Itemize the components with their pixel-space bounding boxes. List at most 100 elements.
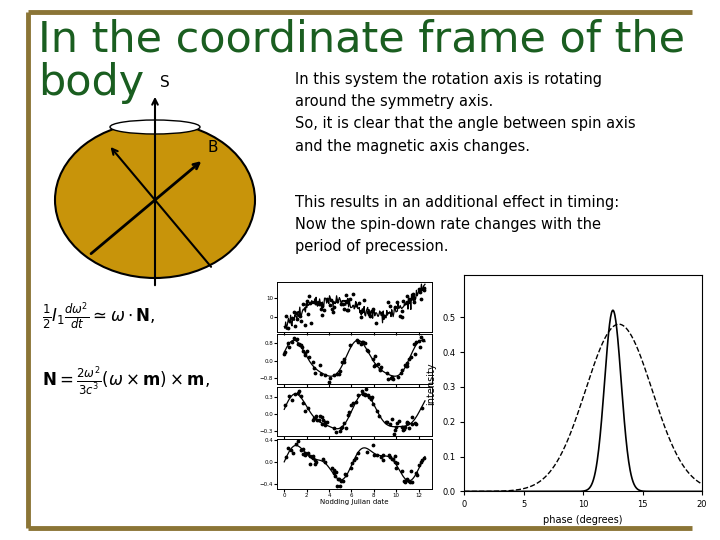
Point	[371, 450, 382, 459]
Point	[362, 347, 374, 356]
Point	[342, 411, 354, 420]
Point	[397, 422, 408, 431]
Point	[282, 324, 294, 333]
Point	[401, 361, 413, 370]
Point	[294, 341, 306, 349]
Point	[335, 476, 346, 485]
Point	[362, 308, 374, 316]
Text: B: B	[207, 140, 218, 156]
Point	[382, 374, 394, 383]
Point	[384, 453, 396, 461]
Point	[397, 297, 409, 306]
Point	[396, 307, 408, 315]
Point	[345, 464, 356, 472]
Point	[361, 448, 373, 457]
Point	[359, 295, 370, 304]
Point	[414, 287, 426, 296]
Point	[402, 475, 413, 484]
Point	[377, 456, 388, 464]
Point	[334, 367, 346, 375]
Point	[307, 357, 318, 366]
Point	[330, 428, 341, 437]
Point	[317, 310, 328, 319]
Point	[360, 384, 372, 393]
Point	[326, 305, 338, 314]
Point	[352, 338, 364, 347]
Point	[307, 451, 318, 460]
Point	[304, 299, 315, 308]
Point	[289, 308, 300, 316]
Point	[418, 286, 429, 294]
Point	[365, 394, 377, 403]
Point	[292, 340, 304, 348]
Text: body: body	[38, 62, 144, 104]
Point	[297, 300, 308, 308]
Point	[368, 355, 379, 363]
Point	[294, 392, 306, 401]
Point	[353, 390, 364, 399]
Point	[367, 441, 379, 449]
Point	[350, 454, 361, 462]
Point	[375, 362, 387, 371]
Point	[323, 377, 335, 386]
Point	[289, 321, 301, 330]
Point	[359, 339, 371, 347]
Point	[287, 314, 298, 322]
Point	[338, 419, 350, 428]
Point	[318, 306, 330, 314]
Point	[321, 417, 333, 426]
Point	[357, 389, 369, 398]
Point	[321, 294, 333, 303]
Point	[301, 347, 312, 355]
Point	[320, 458, 331, 467]
Point	[371, 407, 382, 416]
Point	[338, 357, 349, 366]
Point	[314, 361, 325, 369]
Point	[294, 312, 305, 320]
Point	[306, 453, 318, 462]
Point	[304, 452, 315, 461]
Point	[297, 449, 308, 458]
Point	[368, 400, 379, 408]
Point	[292, 389, 304, 397]
Point	[334, 482, 346, 491]
Point	[290, 309, 302, 318]
Text: This results in an additional effect in timing:
Now the spin-down rate changes w: This results in an additional effect in …	[295, 195, 619, 254]
Point	[338, 305, 349, 313]
Point	[309, 369, 320, 377]
Point	[413, 460, 425, 469]
X-axis label: phase (degrees): phase (degrees)	[544, 515, 623, 525]
Ellipse shape	[55, 122, 255, 278]
Point	[307, 454, 319, 462]
Point	[403, 294, 415, 303]
Point	[310, 460, 321, 469]
Point	[355, 308, 366, 316]
Ellipse shape	[110, 120, 200, 134]
Point	[402, 298, 414, 307]
Point	[402, 417, 413, 426]
Point	[339, 470, 351, 478]
X-axis label: Nodding Julian date: Nodding Julian date	[320, 500, 389, 505]
Point	[333, 475, 345, 484]
Point	[402, 291, 413, 300]
Point	[325, 296, 337, 305]
Point	[331, 296, 343, 305]
Point	[347, 290, 359, 299]
Point	[302, 403, 313, 412]
Point	[330, 468, 341, 476]
Point	[279, 348, 291, 356]
Point	[356, 338, 368, 346]
Point	[344, 341, 356, 350]
Point	[329, 466, 341, 475]
Point	[313, 300, 325, 308]
Point	[303, 292, 315, 301]
Text: In the coordinate frame of the: In the coordinate frame of the	[38, 18, 685, 60]
Point	[402, 359, 413, 367]
Point	[382, 369, 393, 377]
Point	[387, 374, 399, 383]
Point	[284, 343, 295, 352]
Point	[300, 407, 311, 415]
Point	[330, 369, 342, 378]
Point	[310, 411, 322, 420]
Point	[320, 421, 331, 429]
